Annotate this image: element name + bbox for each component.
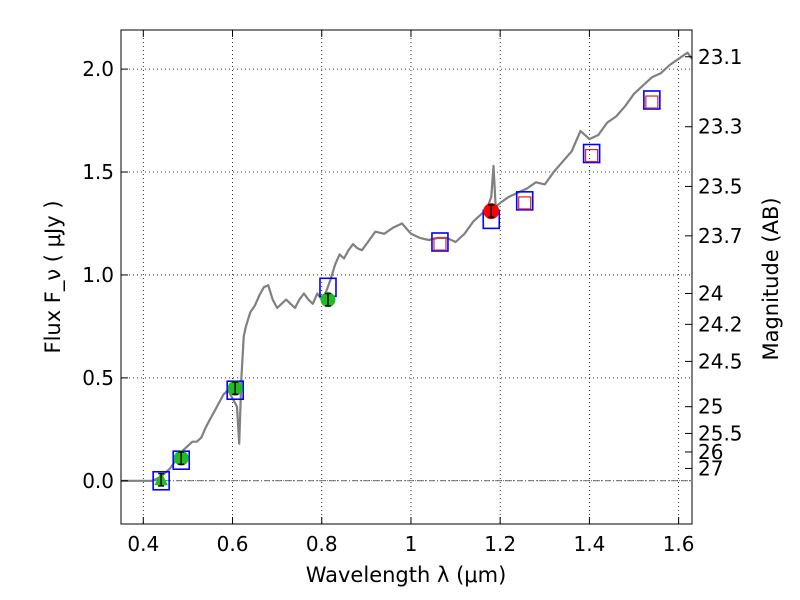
x-axis: 0.4 0.6 0.8 1 1.2 1.4 1.6 bbox=[127, 30, 695, 556]
right-tick-label: 23.3 bbox=[698, 115, 743, 139]
right-tick-label: 23.7 bbox=[698, 224, 743, 248]
right-tick-label: 23.5 bbox=[698, 174, 743, 198]
plot-content bbox=[121, 51, 693, 491]
right-tick-label: 26 bbox=[698, 440, 723, 464]
x-tick-label: 0.4 bbox=[127, 532, 159, 556]
y-tick-label: 0.5 bbox=[82, 366, 114, 390]
model-photometry-square bbox=[431, 232, 449, 252]
model-spectrum-line bbox=[121, 51, 693, 482]
model-photometry-square bbox=[515, 191, 534, 211]
x-tick-label: 0.6 bbox=[217, 532, 249, 556]
right-tick-label: 24 bbox=[698, 281, 723, 305]
plot-frame bbox=[120, 29, 693, 525]
y-axis-left: 0.0 0.5 1.0 1.5 2.0 bbox=[82, 57, 128, 493]
model-photometry-square bbox=[643, 90, 661, 110]
x-tick-label: 1.2 bbox=[484, 532, 516, 556]
right-tick-label: 27 bbox=[698, 456, 723, 480]
y-tick-label: 1.5 bbox=[82, 160, 114, 184]
observed-red-square bbox=[585, 148, 599, 163]
observed-red-square bbox=[518, 196, 532, 210]
right-tick-label: 24.2 bbox=[698, 312, 743, 336]
x-tick-label: 1 bbox=[405, 532, 418, 556]
x-tick-label: 1.4 bbox=[573, 532, 605, 556]
right-tick-label: 23.1 bbox=[698, 45, 743, 69]
y-tick-label: 0.0 bbox=[82, 469, 114, 493]
model-photometry-square bbox=[582, 143, 601, 164]
right-tick-label: 24.5 bbox=[698, 349, 743, 373]
right-tick-label: 25 bbox=[698, 395, 723, 419]
right-tick-label: 25.5 bbox=[698, 421, 743, 445]
y-tick-label: 2.0 bbox=[82, 57, 114, 81]
x-tick-label: 1.6 bbox=[663, 532, 695, 556]
observed-red-square bbox=[645, 95, 659, 109]
y-tick-label: 1.0 bbox=[82, 263, 114, 287]
x-tick-label: 0.8 bbox=[306, 532, 338, 556]
observed-red-square bbox=[433, 237, 447, 251]
y-axis-right-label: Magnitude (AB) bbox=[759, 197, 783, 360]
y-axis-label: Flux F_ν ( μJy ) bbox=[41, 200, 66, 353]
x-axis-label: Wavelength λ (μm) bbox=[306, 563, 507, 587]
